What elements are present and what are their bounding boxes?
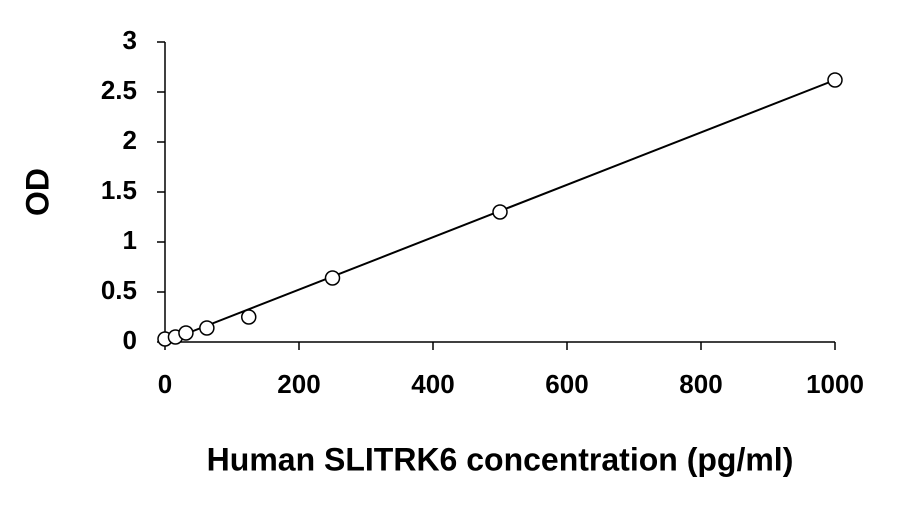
y-tick-label: 0.5	[101, 275, 137, 305]
data-point	[241, 309, 257, 325]
y-axis-title: OD	[19, 168, 55, 216]
data-point	[827, 72, 843, 88]
data-point	[492, 204, 508, 220]
x-tick-label: 600	[545, 369, 588, 399]
x-axis-title: Human SLITRK6 concentration (pg/ml)	[207, 441, 794, 477]
x-tick-label: 0	[158, 369, 172, 399]
x-tick-label: 200	[277, 369, 320, 399]
x-tick-label: 800	[679, 369, 722, 399]
y-tick-label: 1.5	[101, 175, 137, 205]
data-point	[324, 270, 341, 286]
x-tick-label: 1000	[806, 369, 864, 399]
data-point	[178, 325, 194, 341]
x-tick-label: 400	[411, 369, 454, 399]
data-point	[199, 320, 215, 336]
y-tick-label: 3	[123, 25, 137, 55]
y-tick-label: 0	[123, 325, 137, 355]
y-tick-label: 2.5	[101, 75, 137, 105]
y-tick-label: 2	[123, 125, 137, 155]
y-tick-label: 1	[123, 225, 137, 255]
